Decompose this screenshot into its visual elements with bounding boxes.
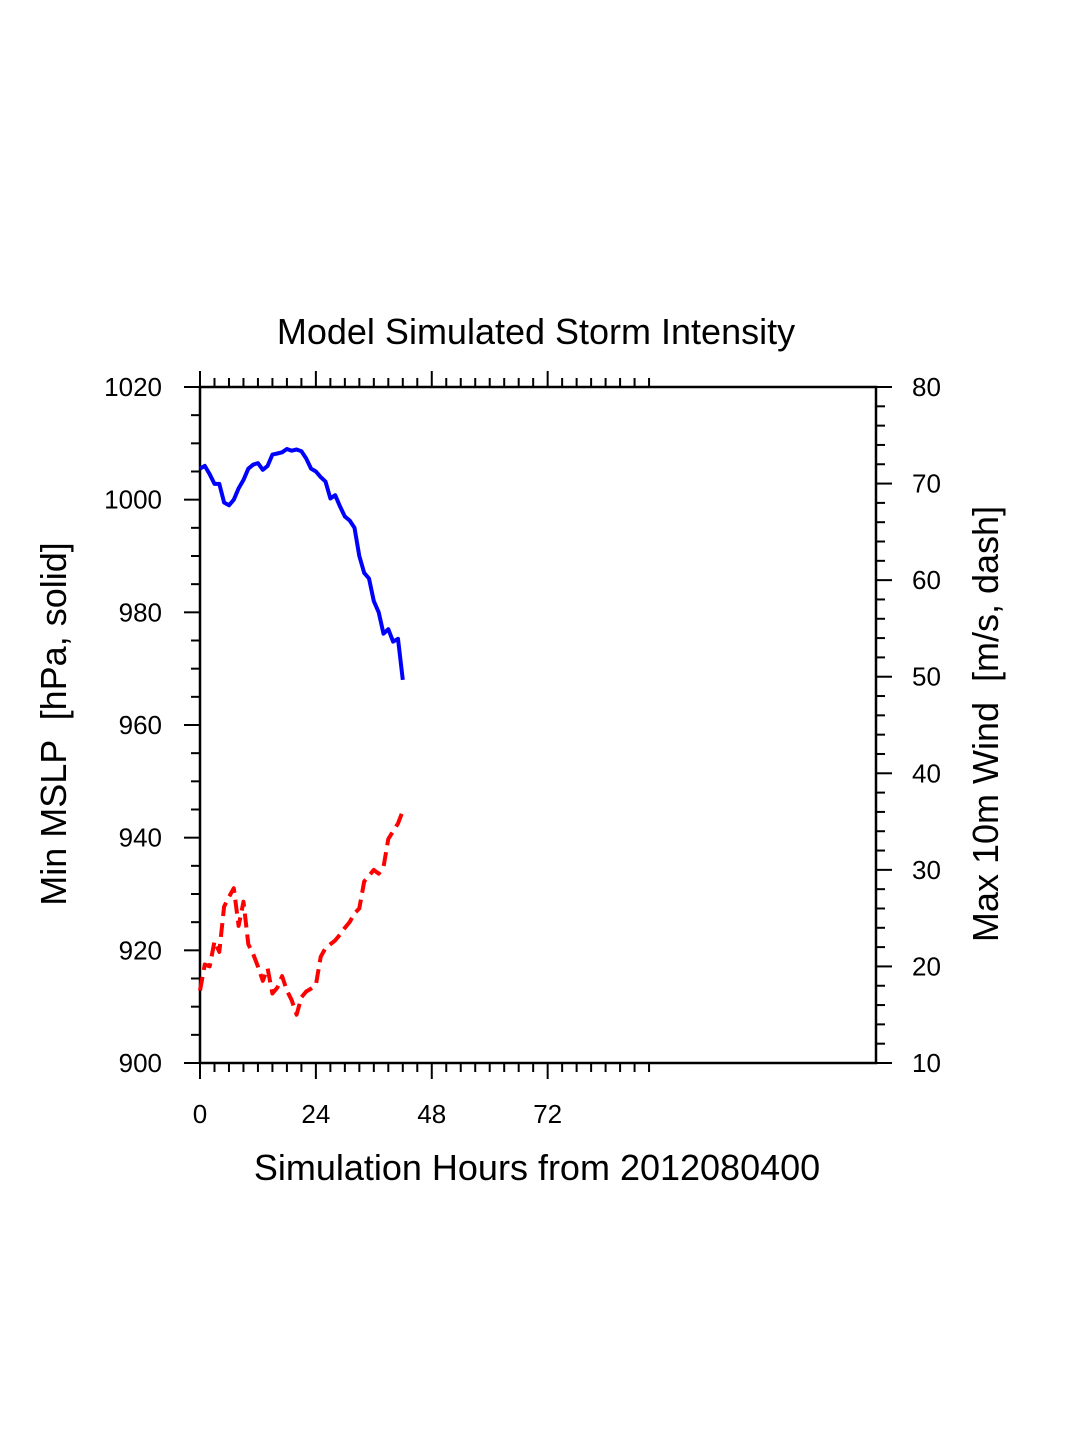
y-left-tick-label: 900 (119, 1048, 162, 1078)
mslp-line (198, 447, 405, 681)
y-right-tick-label: 60 (912, 565, 941, 595)
x-tick-label: 72 (533, 1099, 562, 1129)
x-tick-label: 48 (417, 1099, 446, 1129)
chart-title: Model Simulated Storm Intensity (277, 311, 795, 352)
y-right-tick-label: 40 (912, 758, 941, 788)
x-tick-label: 0 (193, 1099, 207, 1129)
y-left-tick-label: 940 (119, 823, 162, 853)
x-axis-title: Simulation Hours from 2012080400 (254, 1147, 820, 1188)
wind-line (198, 810, 405, 1017)
y-left-tick-label: 1000 (104, 485, 162, 515)
y-right-tick-label: 50 (912, 662, 941, 692)
axis-ticks (184, 371, 892, 1079)
y-right-tick-label: 70 (912, 469, 941, 499)
plot-frame (198, 385, 878, 1065)
y-axis-title-right: Max 10m Wind [m/s, dash] (965, 506, 1006, 942)
y-right-tick-label: 30 (912, 855, 941, 885)
y-left-tick-label: 960 (119, 710, 162, 740)
y-left-tick-label: 1020 (104, 372, 162, 402)
y-right-tick-label: 10 (912, 1048, 941, 1078)
data-series (198, 447, 405, 1017)
x-tick-label: 24 (301, 1099, 330, 1129)
y-left-tick-label: 920 (119, 935, 162, 965)
y-left-tick-label: 980 (119, 597, 162, 627)
y-axis-title-left: Min MSLP [hPa, solid] (33, 542, 74, 906)
y-right-tick-label: 80 (912, 372, 941, 402)
plot-axes (198, 385, 878, 1065)
y-right-tick-label: 20 (912, 951, 941, 981)
axis-tick-labels: 0 24 48 72900920940960980100010201020304050… (104, 372, 941, 1129)
